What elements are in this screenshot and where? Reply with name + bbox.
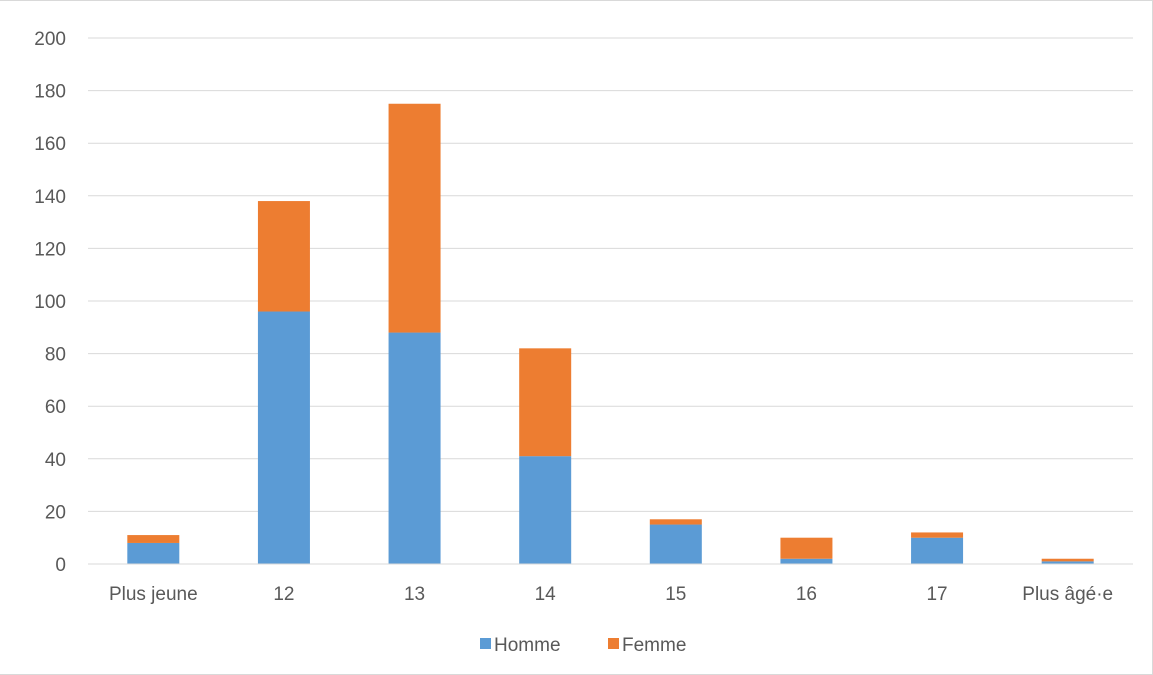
bar-femme-2 — [388, 103, 441, 333]
y-tick-label: 60 — [45, 397, 66, 418]
x-tick-label: 13 — [404, 584, 425, 605]
y-tick-label: 20 — [45, 502, 66, 523]
bar-femme-0 — [127, 535, 180, 543]
legend-swatch-homme — [480, 638, 491, 649]
y-tick-label: 160 — [34, 134, 66, 155]
bars — [127, 103, 1094, 564]
y-tick-label: 140 — [34, 187, 66, 208]
bar-femme-5 — [780, 537, 833, 559]
legend-label-femme: Femme — [622, 635, 686, 656]
bar-homme-1 — [257, 311, 310, 564]
x-tick-label: Plus jeune — [109, 584, 198, 605]
legend-label-homme: Homme — [494, 635, 561, 656]
y-tick-label: 120 — [34, 239, 66, 260]
bar-homme-7 — [1041, 561, 1094, 564]
y-tick-label: 0 — [55, 555, 66, 576]
x-tick-label: 14 — [535, 584, 557, 605]
y-tick-label: 200 — [34, 29, 66, 50]
legend-swatch-femme — [608, 638, 619, 649]
bar-homme-0 — [127, 542, 180, 564]
gridlines — [88, 37, 1133, 512]
bar-homme-4 — [649, 524, 702, 564]
legend: Homme Femme — [480, 635, 686, 656]
x-tick-label: Plus âgé·e — [1022, 584, 1113, 605]
bar-homme-5 — [780, 558, 833, 564]
bar-homme-6 — [911, 537, 964, 564]
x-tick-label: 15 — [665, 584, 686, 605]
bar-homme-2 — [388, 332, 441, 564]
y-tick-label: 180 — [34, 82, 66, 103]
bar-femme-4 — [649, 519, 702, 525]
y-tick-label: 80 — [45, 345, 66, 366]
x-axis-ticks: Plus jeune 12 13 14 15 16 17 Plus âgé·e — [109, 584, 1113, 605]
bar-femme-6 — [911, 532, 964, 538]
x-tick-label: 16 — [796, 584, 817, 605]
y-axis-ticks: 0 20 40 60 80 100 120 140 160 180 200 — [34, 29, 66, 576]
y-tick-label: 40 — [45, 450, 66, 471]
bar-femme-1 — [257, 201, 310, 312]
x-tick-label: 12 — [273, 584, 294, 605]
bar-homme-3 — [519, 456, 572, 564]
bar-femme-7 — [1041, 558, 1094, 562]
bar-femme-3 — [519, 348, 572, 457]
y-tick-label: 100 — [34, 292, 66, 313]
x-tick-label: 17 — [926, 584, 947, 605]
